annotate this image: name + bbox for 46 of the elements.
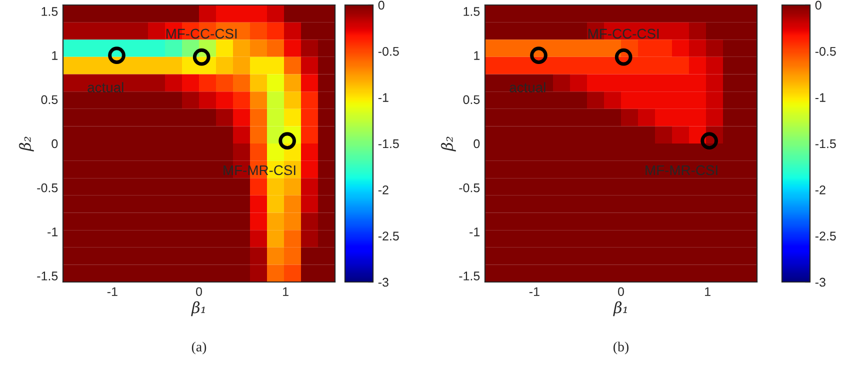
y-tick-label: -1.5 xyxy=(459,272,480,280)
y-axis-title: β₂ xyxy=(440,136,456,152)
y-tick-label: 1 xyxy=(474,51,480,60)
y-tick-label: 1.5 xyxy=(42,7,58,16)
text: (b) xyxy=(614,342,628,354)
y-tick-label: -0.5 xyxy=(459,183,480,192)
color-bar-label: -2.5 xyxy=(815,232,836,240)
y-tick-label: -1.5 xyxy=(37,272,58,280)
x-axis-title: β₁ xyxy=(191,301,205,316)
x-tick-label: -1 xyxy=(529,287,540,296)
color-bar-label: -1 xyxy=(378,93,388,102)
color-bar-label: -3 xyxy=(815,278,826,287)
annotation: MF-CC-CSI xyxy=(588,28,659,39)
y-tick-label: -1 xyxy=(470,228,480,236)
text: (a) xyxy=(192,342,206,354)
x-axis-title: β₁ xyxy=(613,301,627,316)
y-tick-label: 0.5 xyxy=(41,95,58,104)
color-bar-label: -3 xyxy=(378,278,388,287)
annotation: MF-MR-CSI xyxy=(224,165,296,176)
x-tick-label: -1 xyxy=(107,287,118,296)
annotation: MF-CC-CSI xyxy=(166,28,237,39)
x-tick-label: 0 xyxy=(196,287,202,296)
color-bar-label: -2 xyxy=(815,185,826,194)
y-axis-title: β₂ xyxy=(18,136,34,152)
color-bar-label: -2.5 xyxy=(378,232,399,240)
annotation: actual xyxy=(88,82,124,92)
color-bar-label: -0.5 xyxy=(378,46,399,56)
annotation: actual xyxy=(510,82,546,92)
color-bar-label: -1.5 xyxy=(815,139,836,148)
color-bar-label: -2 xyxy=(378,185,388,194)
y-tick-label: -0.5 xyxy=(37,183,58,192)
y-tick-label: 0 xyxy=(52,139,58,148)
color-bar-label: -1.5 xyxy=(378,139,399,148)
y-tick-label: 0.5 xyxy=(463,95,480,104)
y-tick-label: 1.5 xyxy=(464,7,480,16)
y-tick-label: 0 xyxy=(474,139,480,148)
color-bar-label: -0.5 xyxy=(815,46,836,56)
y-tick-label: -1 xyxy=(48,228,58,236)
x-tick-label: 1 xyxy=(283,287,288,296)
x-tick-label: 0 xyxy=(618,287,624,296)
y-tick-label: 1 xyxy=(52,51,58,60)
color-bar-label: -1 xyxy=(815,93,826,102)
color-bar-label: 0 xyxy=(815,0,822,10)
annotation: MF-MR-CSI xyxy=(646,165,718,176)
color-bar-label: 0 xyxy=(378,0,384,10)
x-tick-label: 1 xyxy=(705,287,710,296)
